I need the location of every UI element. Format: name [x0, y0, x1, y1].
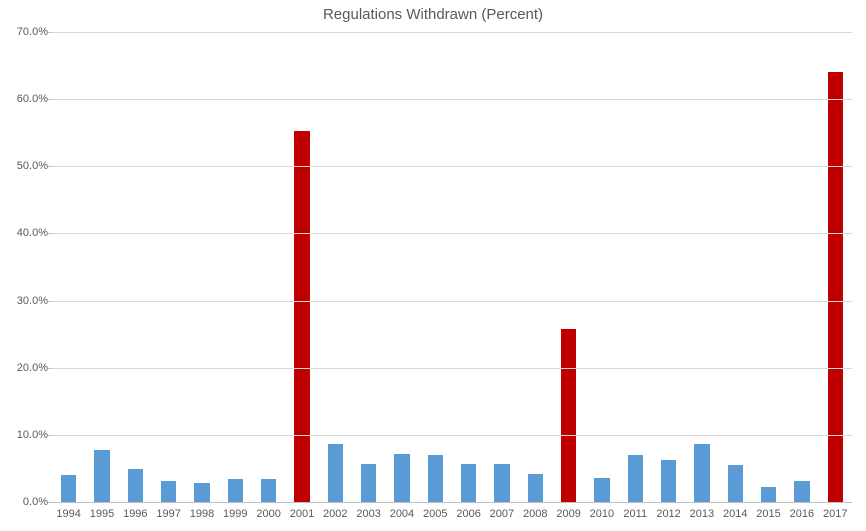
bar — [361, 464, 376, 502]
x-axis-label: 2015 — [756, 502, 780, 520]
x-axis-label: 2005 — [423, 502, 447, 520]
chart-title: Regulations Withdrawn (Percent) — [0, 6, 866, 23]
bar-chart: Regulations Withdrawn (Percent) 19941995… — [0, 0, 866, 531]
y-axis-label: 10.0% — [4, 429, 48, 441]
gridline — [52, 99, 852, 100]
y-axis-label: 20.0% — [4, 362, 48, 374]
y-tick — [48, 166, 52, 167]
bar-slot: 2006 — [452, 32, 485, 502]
bar — [261, 479, 276, 503]
bar — [461, 464, 476, 502]
bar-slot: 2001 — [285, 32, 318, 502]
y-tick — [48, 502, 52, 503]
bar-slot: 2013 — [685, 32, 718, 502]
y-axis-label: 50.0% — [4, 160, 48, 172]
bar-slot: 2010 — [585, 32, 618, 502]
gridline — [52, 435, 852, 436]
gridline — [52, 233, 852, 234]
y-tick — [48, 368, 52, 369]
x-axis-label: 2017 — [823, 502, 847, 520]
x-axis-label: 1996 — [123, 502, 147, 520]
bar — [394, 454, 409, 502]
x-axis-label: 2006 — [456, 502, 480, 520]
y-tick — [48, 435, 52, 436]
y-tick — [48, 99, 52, 100]
bar — [294, 131, 309, 502]
bar — [194, 483, 209, 502]
y-tick — [48, 32, 52, 33]
bar-slot: 2007 — [485, 32, 518, 502]
bar — [828, 72, 843, 502]
bar-slot: 2000 — [252, 32, 285, 502]
bar-slot: 2002 — [319, 32, 352, 502]
bar — [794, 481, 809, 502]
bar — [494, 464, 509, 502]
bar-slot: 1997 — [152, 32, 185, 502]
plot-area: 1994199519961997199819992000200120022003… — [52, 32, 852, 503]
bar-slot: 2017 — [819, 32, 852, 502]
x-axis-label: 2003 — [356, 502, 380, 520]
y-tick — [48, 301, 52, 302]
bar — [94, 450, 109, 502]
bar-slot: 2012 — [652, 32, 685, 502]
bar-slot: 2009 — [552, 32, 585, 502]
bar-slot: 2014 — [719, 32, 752, 502]
bar-slot: 2008 — [519, 32, 552, 502]
bar-slot: 1999 — [219, 32, 252, 502]
bar-slot: 2015 — [752, 32, 785, 502]
bar-slot: 2003 — [352, 32, 385, 502]
y-axis-label: 30.0% — [4, 295, 48, 307]
y-axis-label: 40.0% — [4, 227, 48, 239]
x-axis-label: 1995 — [90, 502, 114, 520]
bar — [161, 481, 176, 502]
bar — [661, 460, 676, 502]
x-axis-label: 1994 — [56, 502, 80, 520]
bar-slot: 1996 — [119, 32, 152, 502]
bar — [628, 455, 643, 502]
x-axis-label: 2008 — [523, 502, 547, 520]
x-axis-label: 2012 — [656, 502, 680, 520]
bar — [761, 487, 776, 502]
x-axis-label: 2010 — [590, 502, 614, 520]
y-axis-label: 70.0% — [4, 26, 48, 38]
x-axis-label: 2002 — [323, 502, 347, 520]
bar — [561, 329, 576, 502]
bar — [528, 474, 543, 502]
bar — [328, 444, 343, 502]
x-axis-label: 2001 — [290, 502, 314, 520]
bar-slot: 2011 — [619, 32, 652, 502]
x-axis-label: 2004 — [390, 502, 414, 520]
bar — [428, 455, 443, 502]
y-tick — [48, 233, 52, 234]
y-axis-label: 60.0% — [4, 93, 48, 105]
bars-container: 1994199519961997199819992000200120022003… — [52, 32, 852, 502]
x-axis-label: 1999 — [223, 502, 247, 520]
gridline — [52, 301, 852, 302]
bar — [728, 465, 743, 502]
bar-slot: 1998 — [185, 32, 218, 502]
bar-slot: 2016 — [785, 32, 818, 502]
x-axis-label: 1998 — [190, 502, 214, 520]
bar-slot: 1995 — [85, 32, 118, 502]
x-axis-label: 2014 — [723, 502, 747, 520]
gridline — [52, 32, 852, 33]
x-axis-label: 2009 — [556, 502, 580, 520]
x-axis-label: 1997 — [156, 502, 180, 520]
bar — [61, 475, 76, 502]
bar — [228, 479, 243, 502]
x-axis-label: 2016 — [790, 502, 814, 520]
bar — [594, 478, 609, 502]
bar — [128, 469, 143, 502]
x-axis-label: 2011 — [623, 502, 647, 520]
bar-slot: 1994 — [52, 32, 85, 502]
x-axis-label: 2007 — [490, 502, 514, 520]
bar-slot: 2005 — [419, 32, 452, 502]
bar — [694, 444, 709, 502]
y-axis-label: 0.0% — [4, 496, 48, 508]
x-axis-label: 2000 — [256, 502, 280, 520]
x-axis-label: 2013 — [690, 502, 714, 520]
bar-slot: 2004 — [385, 32, 418, 502]
gridline — [52, 368, 852, 369]
gridline — [52, 166, 852, 167]
